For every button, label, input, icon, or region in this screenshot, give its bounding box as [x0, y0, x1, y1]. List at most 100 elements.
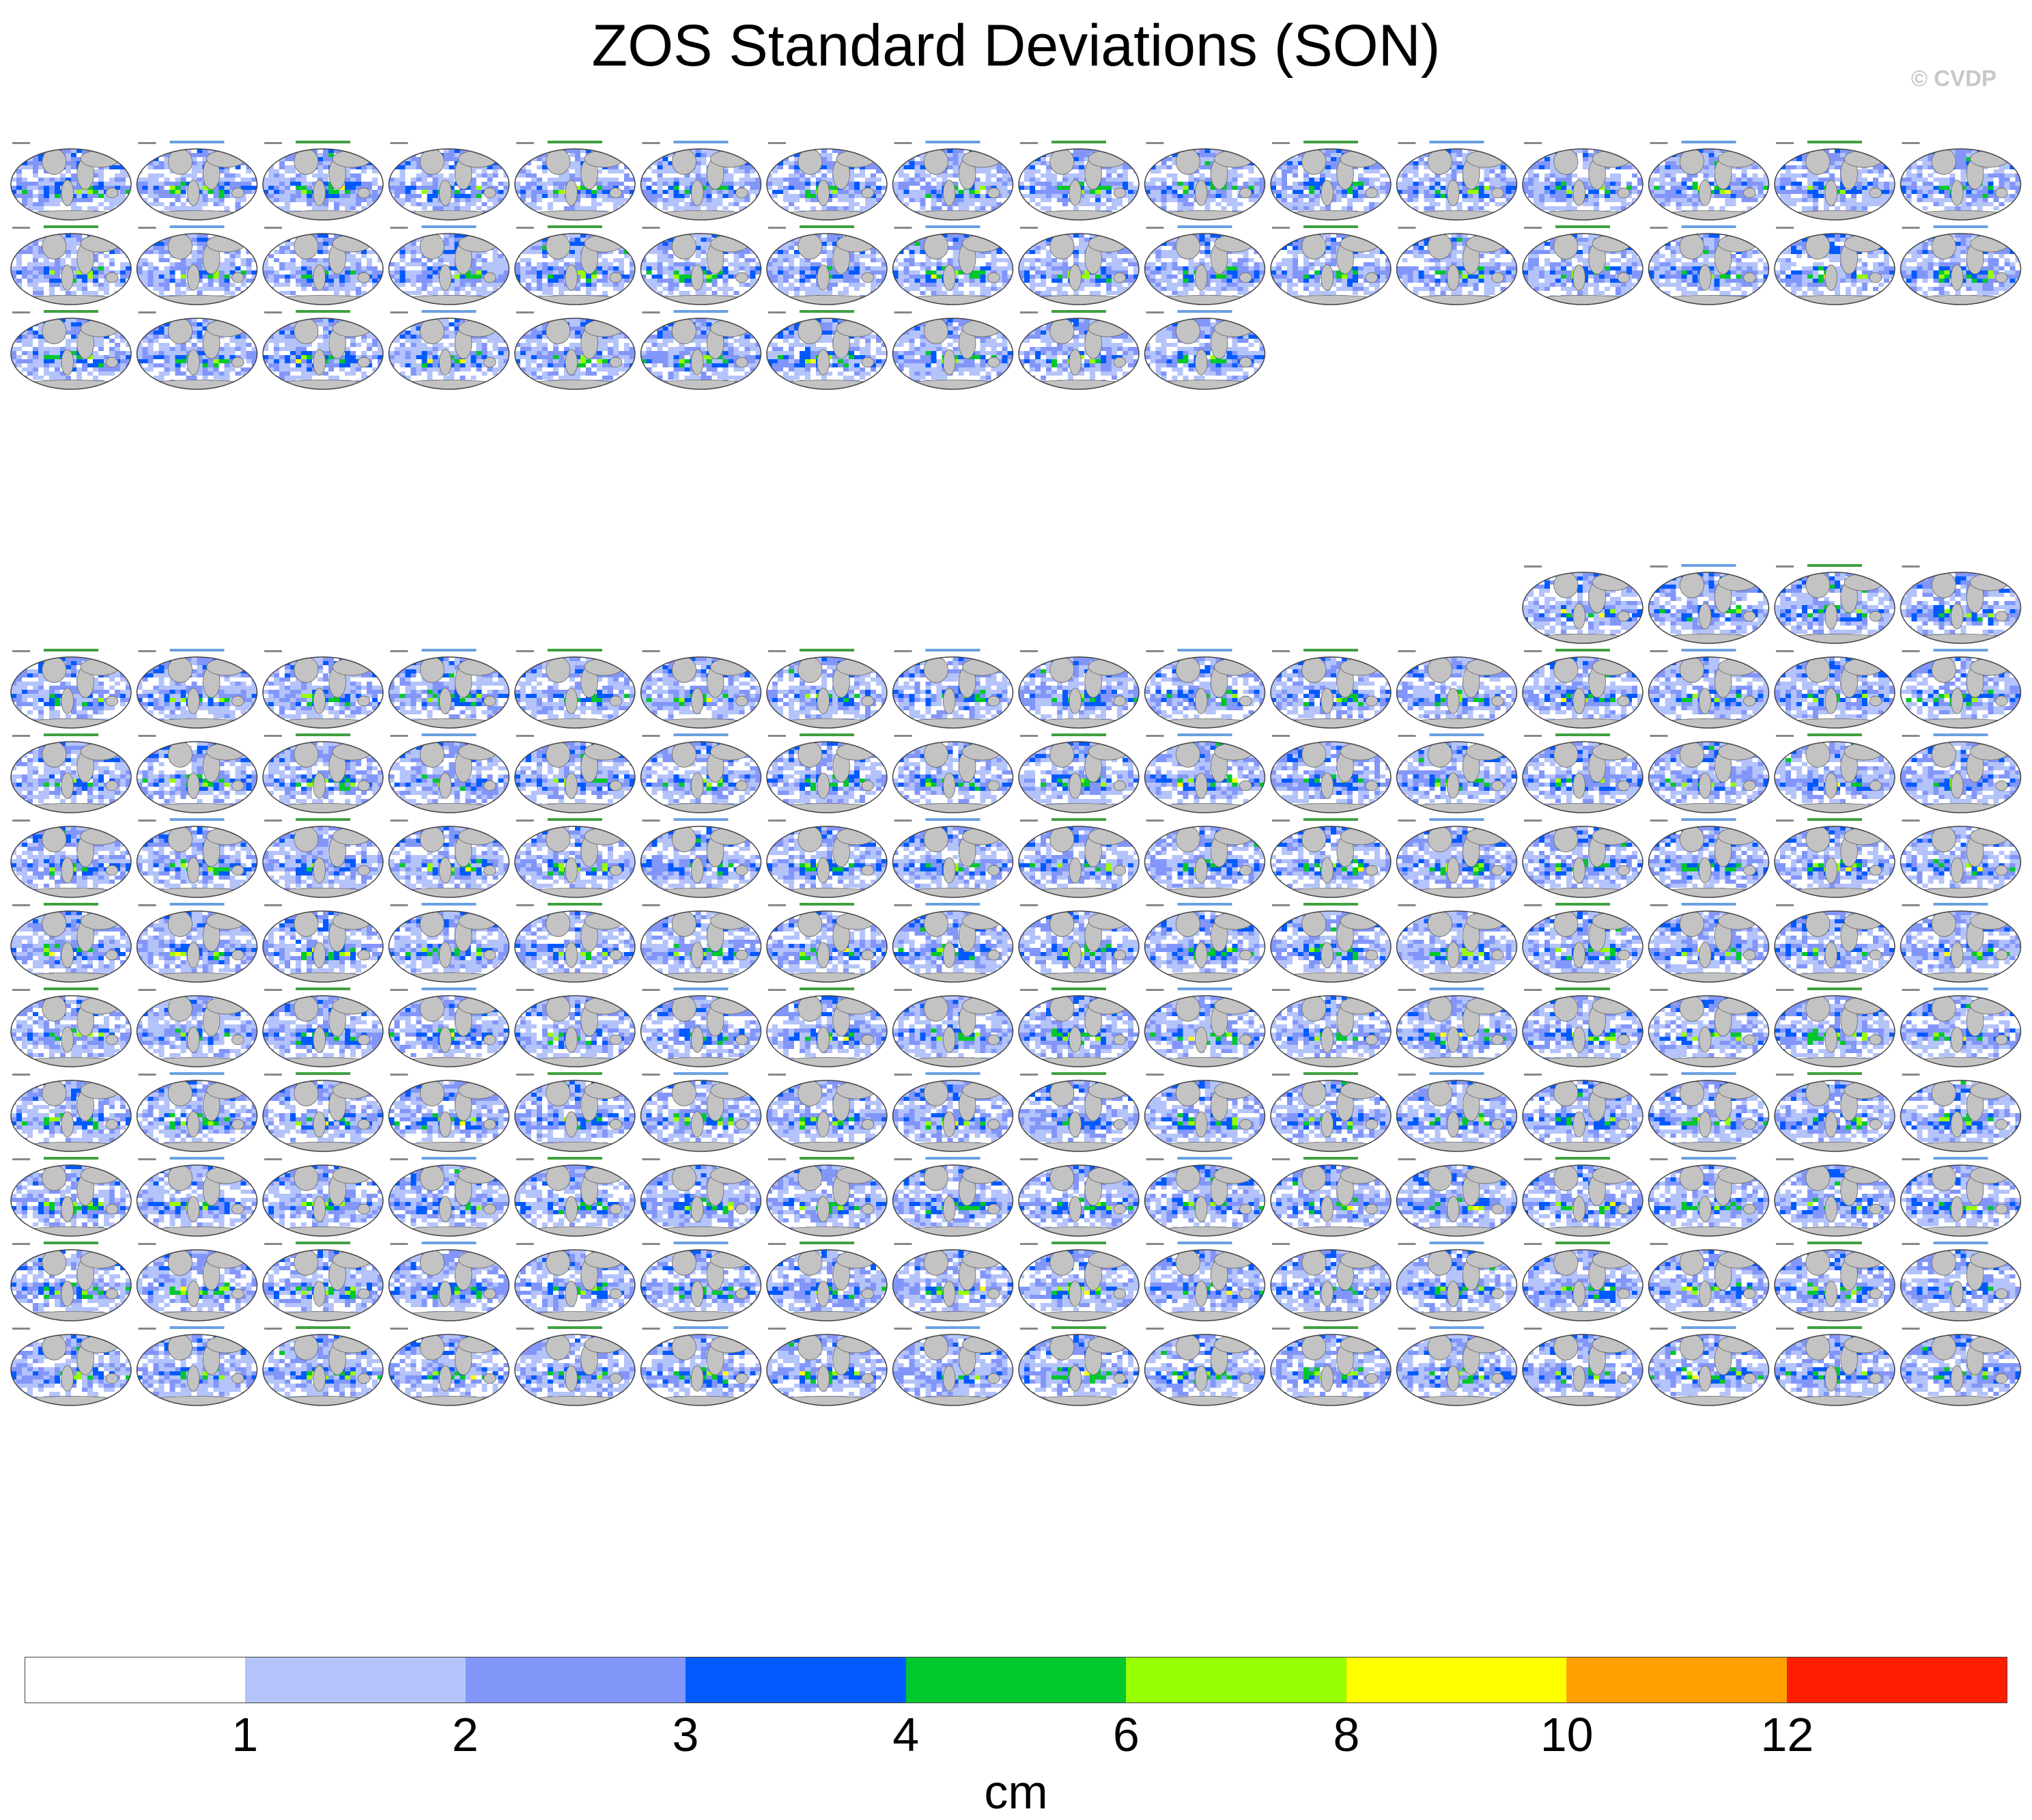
map-panel [892, 1243, 1014, 1321]
map-panel [136, 225, 258, 305]
map-panel [892, 225, 1014, 305]
map-panel [514, 735, 636, 813]
map-panel [514, 225, 636, 305]
colorbar-tick-label: 8 [1334, 1707, 1360, 1762]
map-panel [1018, 1326, 1140, 1406]
map-panel [388, 903, 510, 983]
map-panel [388, 1242, 510, 1321]
map-panel [388, 988, 510, 1067]
map-panel [640, 1242, 762, 1321]
map-panel [1270, 1326, 1392, 1406]
map-panel [1774, 1326, 1895, 1406]
map-panel [1144, 820, 1266, 898]
colorbar-tick-label: 3 [673, 1707, 699, 1762]
map-panel [1900, 142, 2022, 221]
colorbar-swatch [25, 1657, 246, 1703]
map-panel [640, 141, 762, 221]
map-panel [1270, 735, 1392, 813]
map-panel [1900, 733, 2022, 813]
map-panel [10, 1242, 132, 1321]
map-panel [640, 733, 762, 813]
map-panel [10, 1328, 132, 1406]
map-panel [1774, 1158, 1895, 1237]
map-panel [892, 1326, 1014, 1406]
map-panel [10, 310, 132, 390]
map-panel [10, 649, 132, 729]
map-panel [892, 989, 1014, 1067]
map-panel [262, 650, 384, 729]
map-panel [892, 141, 1014, 221]
colorbar-tick-label: 2 [452, 1707, 479, 1762]
map-panel [1648, 1157, 1770, 1237]
map-panel [1522, 225, 1643, 305]
map-panel [1270, 141, 1392, 221]
map-panel [1522, 1074, 1643, 1152]
colorbar-swatch [1126, 1657, 1346, 1703]
map-panel [640, 310, 762, 390]
map-panel [388, 649, 510, 729]
map-panel [136, 141, 258, 221]
map-panel [1018, 310, 1140, 390]
map-panel [388, 142, 510, 221]
map-panel [136, 1072, 258, 1152]
map-panel [640, 1158, 762, 1237]
map-panel [1144, 1242, 1266, 1321]
map-panel [1522, 820, 1643, 898]
map-panel [1270, 903, 1392, 983]
map-panel [136, 903, 258, 983]
map-panel [1900, 1242, 2022, 1321]
map-panel [1900, 988, 2022, 1067]
map-panel [1018, 650, 1140, 729]
colorbar-swatch [1786, 1657, 2007, 1703]
map-panel [1522, 988, 1643, 1067]
map-panel [388, 820, 510, 898]
map-panel [892, 1157, 1014, 1237]
map-panel [640, 1326, 762, 1406]
map-panel [1018, 227, 1140, 305]
map-panel [1144, 649, 1266, 729]
map-panel [766, 1157, 888, 1237]
map-panel [1396, 1072, 1518, 1152]
map-panel [1144, 733, 1266, 813]
map-panel [1648, 225, 1770, 305]
map-panel [1900, 903, 2022, 983]
map-panel [1522, 1157, 1643, 1237]
map-panel [1270, 818, 1392, 898]
colorbar-swatch [1346, 1657, 1567, 1703]
map-panel [1648, 1072, 1770, 1152]
map-panel [892, 735, 1014, 813]
map-panel [514, 1326, 636, 1406]
map-panel [1270, 649, 1392, 729]
map-panel [1270, 225, 1392, 305]
map-panel [1396, 733, 1518, 813]
colorbar-tick-label: 6 [1113, 1707, 1140, 1762]
map-panel [640, 1072, 762, 1152]
map-panel [514, 649, 636, 729]
map-panel [1018, 988, 1140, 1067]
map-panel [1774, 904, 1895, 983]
map-panel [892, 311, 1014, 390]
map-panel [514, 1243, 636, 1321]
map-panel [1144, 903, 1266, 983]
map-panel [1522, 1242, 1643, 1321]
colorbar-swatch [1566, 1657, 1787, 1703]
map-panel [514, 311, 636, 390]
map-panel [1144, 310, 1266, 390]
map-panel [1018, 904, 1140, 983]
map-panel [1144, 1157, 1266, 1237]
map-panel [1018, 1158, 1140, 1237]
map-panel [514, 1157, 636, 1237]
map-panel [640, 227, 762, 305]
map-panel [1522, 903, 1643, 983]
colorbar-tick-label: 4 [892, 1707, 919, 1762]
map-panel [262, 1242, 384, 1321]
map-panel [1396, 904, 1518, 983]
map-panel [766, 1074, 888, 1152]
map-panel [1144, 1074, 1266, 1152]
map-panel [766, 225, 888, 305]
map-panel [1396, 988, 1518, 1067]
map-panel [1774, 1072, 1895, 1152]
map-panel [892, 903, 1014, 983]
map-panel [1774, 1242, 1895, 1321]
